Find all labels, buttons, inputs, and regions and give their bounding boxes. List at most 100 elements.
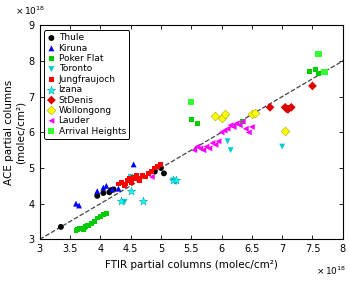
Lauder xyxy=(243,127,248,131)
Toronto xyxy=(128,175,133,179)
Jungfraujoch xyxy=(127,177,132,181)
Arrival Heights xyxy=(322,69,327,74)
Kiruna xyxy=(76,203,82,208)
Poker Flat xyxy=(195,121,200,126)
Jungfraujoch xyxy=(137,178,142,183)
Jungfraujoch xyxy=(135,176,141,180)
Poker Flat xyxy=(76,226,82,231)
Kiruna xyxy=(73,201,79,206)
Izana xyxy=(128,189,133,193)
Poker Flat xyxy=(98,214,103,219)
Poker Flat xyxy=(85,223,91,227)
Izana xyxy=(170,178,176,183)
Jungfraujoch xyxy=(143,175,148,179)
Toronto xyxy=(279,144,285,149)
Jungfraujoch xyxy=(140,173,146,177)
Y-axis label: ACE partial columns
(molec/cm²): ACE partial columns (molec/cm²) xyxy=(4,80,26,185)
Jungfraujoch xyxy=(155,164,161,168)
Thule xyxy=(161,171,167,176)
Poker Flat xyxy=(82,226,87,230)
Kiruna xyxy=(100,185,106,190)
Toronto xyxy=(225,139,230,144)
Lauder xyxy=(201,148,206,152)
Lauder xyxy=(225,127,230,131)
Poker Flat xyxy=(104,212,109,216)
Poker Flat xyxy=(80,227,86,232)
Wollongong xyxy=(252,111,258,115)
Poker Flat xyxy=(78,226,84,230)
Wollongong xyxy=(219,116,224,120)
Jungfraujoch xyxy=(149,169,155,174)
Thule xyxy=(94,193,100,198)
Jungfraujoch xyxy=(122,184,127,188)
Lauder xyxy=(197,146,203,151)
Poker Flat xyxy=(188,118,194,122)
Lauder xyxy=(219,130,224,135)
StDenis xyxy=(267,105,273,110)
Thule xyxy=(158,166,164,170)
Poker Flat xyxy=(75,227,80,232)
Lauder xyxy=(213,142,218,147)
Text: $\times\,10^{18}$: $\times\,10^{18}$ xyxy=(316,265,346,277)
Poker Flat xyxy=(316,71,321,76)
Lauder xyxy=(195,144,200,149)
Arrival Heights xyxy=(316,52,321,56)
Jungfraujoch xyxy=(123,182,128,186)
StDenis xyxy=(310,84,315,88)
Poker Flat xyxy=(313,68,318,72)
Lauder xyxy=(210,141,215,145)
Toronto xyxy=(228,148,233,152)
Poker Flat xyxy=(91,219,97,224)
Jungfraujoch xyxy=(134,173,139,177)
Jungfraujoch xyxy=(125,178,130,183)
Kiruna xyxy=(104,184,109,188)
Wollongong xyxy=(249,112,255,117)
Thule xyxy=(111,187,117,192)
Jungfraujoch xyxy=(152,166,158,170)
Poker Flat xyxy=(240,119,246,124)
Poker Flat xyxy=(73,228,79,233)
Toronto xyxy=(122,200,127,204)
Jungfraujoch xyxy=(146,171,152,176)
Lauder xyxy=(228,123,233,127)
Lauder xyxy=(216,139,221,144)
Thule xyxy=(152,169,158,174)
X-axis label: FTIR partial columns (molec/cm²): FTIR partial columns (molec/cm²) xyxy=(105,260,278,270)
StDenis xyxy=(285,107,291,111)
Poker Flat xyxy=(307,69,312,74)
Kiruna xyxy=(110,187,115,192)
Lauder xyxy=(234,121,239,126)
Lauder xyxy=(206,146,212,151)
Jungfraujoch xyxy=(131,175,136,179)
Lauder xyxy=(222,128,228,133)
Lauder xyxy=(249,125,255,129)
StDenis xyxy=(284,107,290,111)
Wollongong xyxy=(213,114,218,118)
Jungfraujoch xyxy=(133,177,138,181)
Lauder xyxy=(204,144,209,149)
Kiruna xyxy=(94,189,100,193)
StDenis xyxy=(282,105,288,110)
Thule xyxy=(108,188,114,192)
Poker Flat xyxy=(94,216,100,220)
Poker Flat xyxy=(79,226,85,231)
Text: $\times\,10^{18}$: $\times\,10^{18}$ xyxy=(15,4,46,17)
Poker Flat xyxy=(82,225,88,229)
Jungfraujoch xyxy=(129,180,135,184)
Thule xyxy=(58,225,64,229)
Thule xyxy=(106,190,112,195)
Poker Flat xyxy=(89,221,94,226)
Toronto xyxy=(170,178,176,183)
Kiruna xyxy=(116,186,121,191)
Jungfraujoch xyxy=(119,180,124,184)
Lauder xyxy=(231,125,237,129)
Jungfraujoch xyxy=(116,182,121,186)
Kiruna xyxy=(131,162,136,167)
Lauder xyxy=(237,123,243,127)
Lauder xyxy=(240,119,246,124)
Lauder xyxy=(246,130,252,135)
Lauder xyxy=(191,148,197,152)
StDenis xyxy=(288,105,294,110)
Poker Flat xyxy=(84,224,90,228)
Thule xyxy=(100,191,106,195)
